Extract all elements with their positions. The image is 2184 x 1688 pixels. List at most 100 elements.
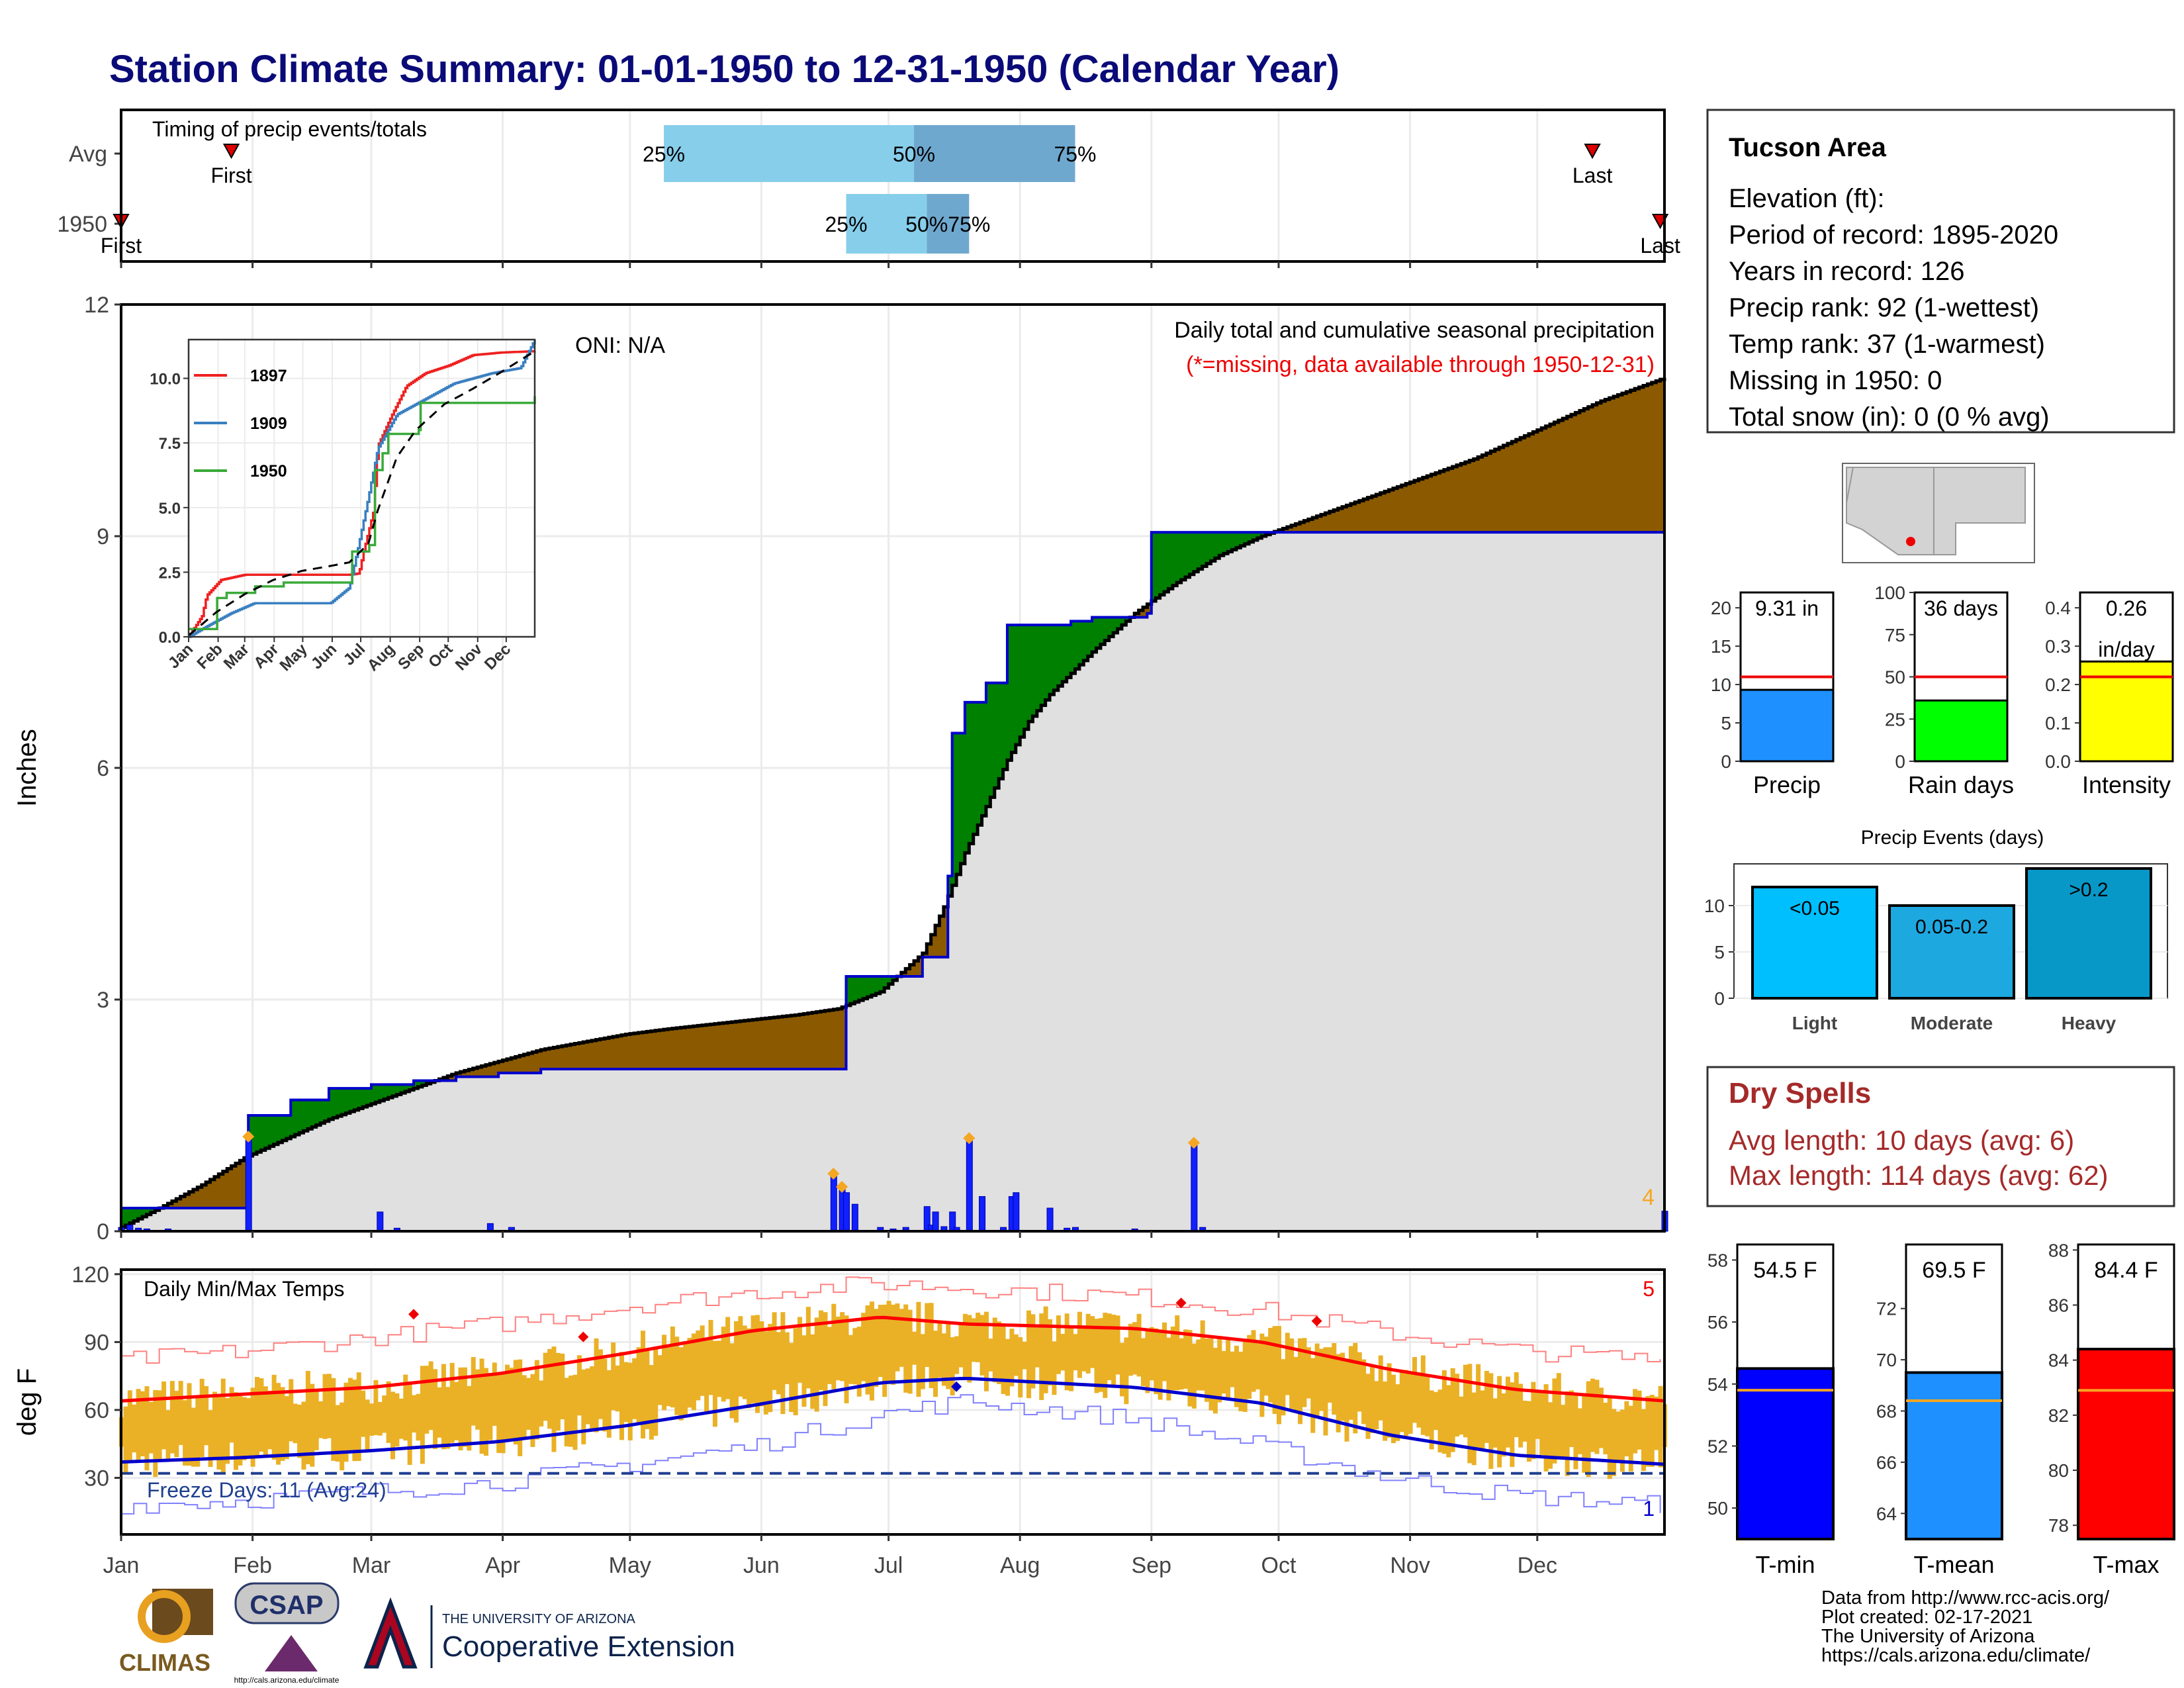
climas-logo-sun <box>138 1590 191 1643</box>
daily-temp-bar <box>280 1387 285 1461</box>
daily-temp-bar <box>445 1387 451 1449</box>
station-info-box: Tucson Area Elevation (ft): Period of reco… <box>1706 109 2175 434</box>
daily-temp-bar <box>611 1342 616 1411</box>
event-bar-label-Light: <0.05 <box>1790 898 1840 919</box>
month-label-Jan: Jan <box>103 1553 140 1578</box>
daily-temp-bar <box>717 1340 722 1397</box>
daily-temp-bar <box>1505 1376 1510 1448</box>
temp-panel-name-1: T-mean <box>1913 1551 1994 1578</box>
timing-p50-label-0: 50% <box>893 142 935 166</box>
daily-temp-bar <box>1582 1395 1587 1473</box>
temp-panel-value-label-2: 84.4 F <box>2094 1258 2158 1283</box>
daily-temp-bar <box>916 1301 921 1397</box>
daily-temp-bar <box>403 1374 408 1441</box>
daily-temp-bar <box>742 1325 747 1399</box>
daily-temp-bar <box>1230 1351 1235 1387</box>
month-label-Feb: Feb <box>233 1553 272 1578</box>
daily-temp-bar <box>394 1393 400 1447</box>
daily-temp-bar <box>377 1401 383 1436</box>
daily-temp-bar <box>1319 1348 1324 1411</box>
daily-temp-bar <box>856 1327 862 1397</box>
inset-legend-label-1909: 1909 <box>250 414 287 433</box>
daily-temp-bar <box>988 1338 993 1372</box>
daily-temp-bar <box>165 1410 171 1460</box>
daily-temp-bar <box>1514 1372 1519 1438</box>
daily-temp-bar <box>1048 1319 1053 1385</box>
ua-logo: THE UNIVERSITY OF ARIZONA Cooperative Ext… <box>363 1597 735 1669</box>
daily-temp-bar <box>1441 1370 1447 1454</box>
bar-panel-name-2: Intensity <box>2082 771 2171 798</box>
temp-panel-tick-label: 56 <box>1707 1312 1728 1333</box>
daily-temp-bar <box>412 1395 417 1433</box>
daily-temp-bar <box>161 1381 167 1450</box>
climas-logo: CLIMAS <box>119 1589 213 1676</box>
daily-temp-bar <box>199 1378 205 1457</box>
oni-label: ONI: N/A <box>575 333 665 358</box>
temp-ytick-label: 30 <box>84 1466 109 1491</box>
daily-temp-bar <box>369 1403 374 1436</box>
daily-temp-bar <box>925 1303 930 1367</box>
daily-temp-bar <box>572 1374 578 1450</box>
daily-temp-bar <box>763 1331 768 1415</box>
daily-temp-bar <box>1277 1326 1281 1425</box>
daily-temp-bar <box>1039 1313 1044 1400</box>
bar-panel-name-1: Rain days <box>1908 771 2014 798</box>
record-high-marker <box>1175 1297 1187 1309</box>
temp-panel-value-2 <box>2077 1348 2175 1540</box>
footer: Data from http://www.rcc-acis.org/Plot c… <box>119 1582 2110 1685</box>
daily-temp-bar <box>1510 1382 1515 1468</box>
cum-1950-line <box>121 512 1666 1209</box>
daily-temp-bar <box>1615 1411 1621 1461</box>
daily-temp-bar <box>1115 1315 1120 1375</box>
daily-temp-bar <box>352 1380 357 1462</box>
daily-temp-bar <box>1518 1383 1524 1448</box>
month-label-Mar: Mar <box>352 1553 391 1578</box>
daily-temp-bar <box>721 1327 726 1402</box>
timing-bar-25-50-1 <box>846 194 927 254</box>
record-low-marker <box>951 1381 962 1392</box>
daily-temp-bar <box>420 1366 425 1464</box>
daily-temp-bar <box>1624 1401 1629 1457</box>
daily-temp-bar <box>373 1380 379 1435</box>
daily-temp-bar <box>1272 1326 1277 1414</box>
daily-temp-bar <box>216 1396 222 1470</box>
daily-temp-bar <box>738 1316 743 1397</box>
csap-logo-cloud <box>234 1582 340 1624</box>
avg-max-line <box>120 1315 1665 1403</box>
daily-temp-bar <box>1306 1347 1311 1399</box>
daily-temp-bar <box>992 1317 997 1383</box>
temp-panel-tick-label: 68 <box>1876 1401 1897 1422</box>
daily-temp-bar <box>233 1392 238 1470</box>
daily-temp-bar <box>602 1358 608 1432</box>
daily-precip-bar <box>1013 1192 1020 1232</box>
timing-p75-label-1: 75% <box>948 212 990 236</box>
daily-temp-bar <box>950 1337 955 1396</box>
daily-temp-bar <box>1103 1313 1108 1398</box>
daily-temp-bar <box>1492 1398 1498 1448</box>
daily-temp-bar <box>475 1369 480 1430</box>
daily-temp-bar <box>1399 1372 1404 1432</box>
daily-temp-bar <box>844 1315 849 1403</box>
timing-p50-label-1: 50% <box>905 212 948 236</box>
daily-temp-bar <box>441 1364 446 1450</box>
climas-logo-text: CLIMAS <box>119 1649 210 1676</box>
cum-common-fill <box>121 512 1664 1232</box>
daily-temp-bar <box>271 1374 277 1460</box>
daily-temp-bar <box>869 1301 874 1401</box>
daily-temp-bar <box>649 1365 654 1440</box>
daily-temp-bar <box>1361 1359 1367 1425</box>
daily-temp-bar <box>1594 1380 1600 1454</box>
bar-panel-tick-label: 10 <box>1711 675 1731 695</box>
daily-temp-bar <box>242 1397 247 1460</box>
bar-panel-tick-label: 75 <box>1885 625 1905 645</box>
daily-temp-bar <box>1298 1338 1303 1425</box>
daily-temp-bar <box>1217 1336 1222 1403</box>
daily-temp-bar <box>310 1383 315 1467</box>
record-low-line <box>121 1394 1661 1515</box>
daily-temp-bar <box>433 1369 438 1450</box>
daily-precip-bar <box>966 1139 973 1232</box>
timing-last-marker-0 <box>1584 144 1601 160</box>
bar-panel-tick-label: 50 <box>1885 667 1905 688</box>
daily-temp-bar <box>1633 1389 1638 1454</box>
daily-temp-bar <box>590 1366 595 1432</box>
